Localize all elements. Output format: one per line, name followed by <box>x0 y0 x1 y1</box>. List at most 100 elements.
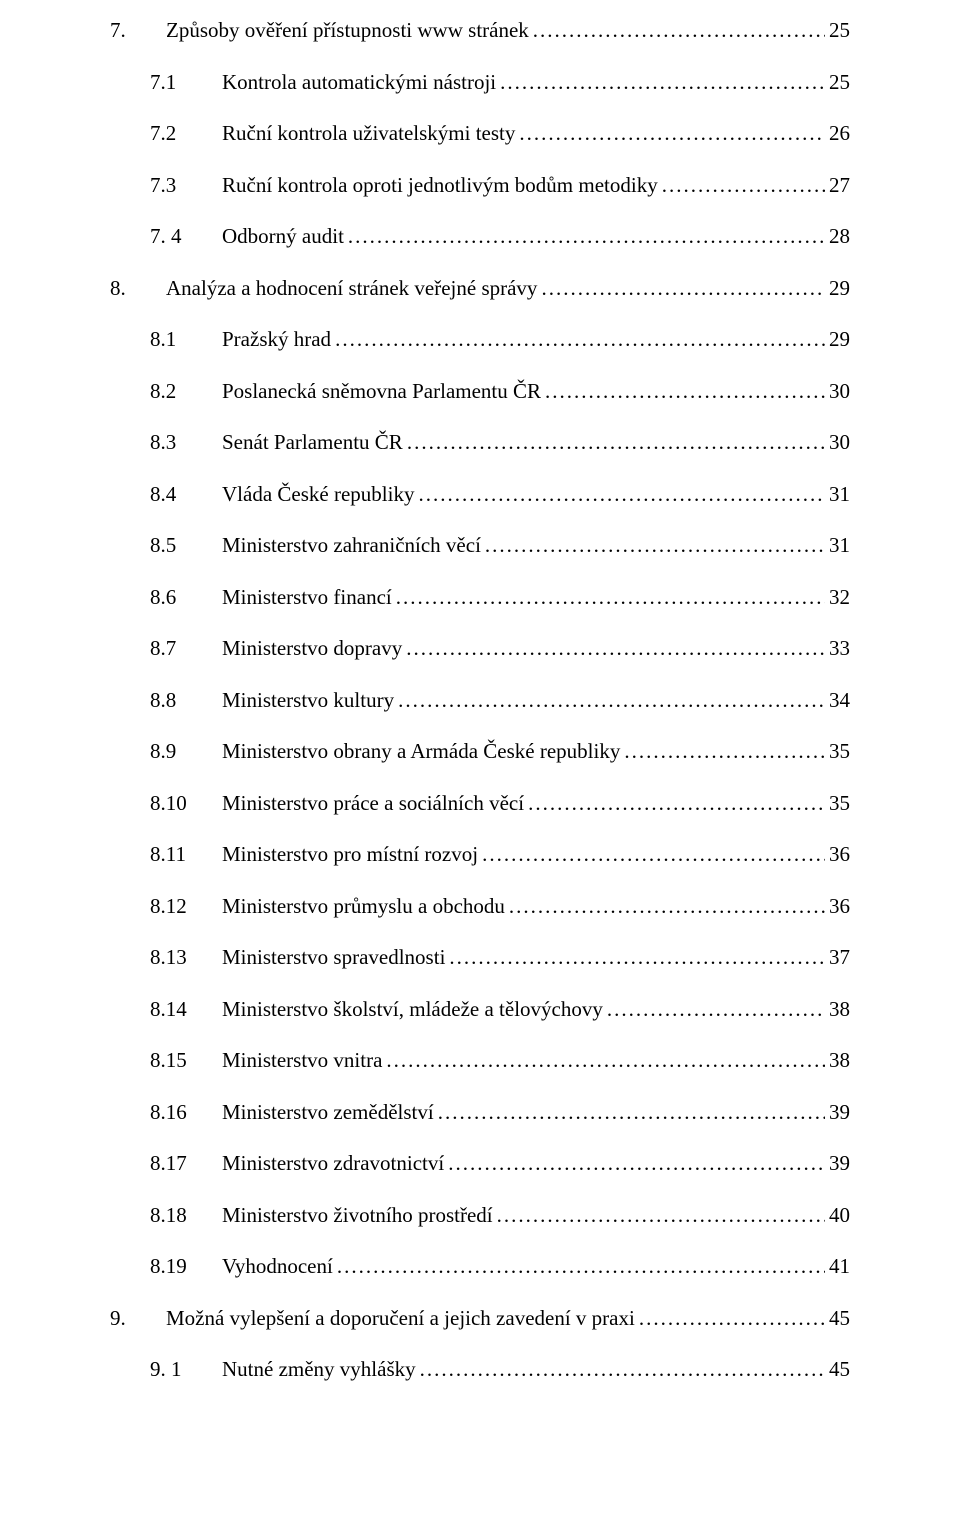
toc-leader-dots <box>402 638 825 659</box>
toc-entry: 8.15Ministerstvo vnitra 38 <box>150 1050 850 1071</box>
toc-entry-number: 7. 4 <box>150 226 222 247</box>
toc-leader-dots <box>478 844 825 865</box>
toc-leader-dots <box>331 329 825 350</box>
toc-entry-title: Ministerstvo práce a sociálních věcí <box>222 793 524 814</box>
toc-entry-title: Kontrola automatickými nástroji <box>222 72 496 93</box>
toc-entry: 8.11Ministerstvo pro místní rozvoj36 <box>150 844 850 865</box>
toc-leader-dots <box>392 587 825 608</box>
toc-entry: 8.8Ministerstvo kultury34 <box>150 690 850 711</box>
toc-entry: 8.14Ministerstvo školství, mládeže a těl… <box>150 999 850 1020</box>
toc-entry: 9. 1Nutné změny vyhlášky 45 <box>150 1359 850 1380</box>
toc-entry-number: 7. <box>110 20 166 41</box>
toc-entry-page: 37 <box>825 947 850 968</box>
toc-leader-dots <box>505 896 825 917</box>
toc-entry-page: 26 <box>825 123 850 144</box>
toc-entry-page: 25 <box>825 20 850 41</box>
toc-leader-dots <box>434 1102 825 1123</box>
toc-entry-title: Odborný audit <box>222 226 344 247</box>
toc-entry-page: 36 <box>825 896 850 917</box>
toc-entry: 8.16Ministerstvo zemědělství39 <box>150 1102 850 1123</box>
toc-entry: 8.2Poslanecká sněmovna Parlamentu ČR30 <box>150 381 850 402</box>
toc-entry-page: 45 <box>825 1308 850 1329</box>
toc-entry-number: 8.5 <box>150 535 222 556</box>
toc-entry: 8.18Ministerstvo životního prostředí40 <box>150 1205 850 1226</box>
toc-leader-dots <box>493 1205 825 1226</box>
toc-entry-title: Analýza a hodnocení stránek veřejné sprá… <box>166 278 537 299</box>
toc-entry-title: Ministerstvo kultury <box>222 690 394 711</box>
toc-entry-title: Ruční kontrola uživatelskými testy <box>222 123 515 144</box>
toc-entry-page: 25 <box>825 72 850 93</box>
toc-entry: 8.19Vyhodnocení41 <box>150 1256 850 1277</box>
toc-entry: 8.10Ministerstvo práce a sociálních věcí… <box>150 793 850 814</box>
toc-leader-dots <box>403 432 825 453</box>
toc-entry-title: Ministerstvo dopravy <box>222 638 402 659</box>
toc-entry-number: 8.9 <box>150 741 222 762</box>
toc-entry-title: Možná vylepšení a doporučení a jejich za… <box>166 1308 635 1329</box>
toc-entry-number: 8.7 <box>150 638 222 659</box>
toc-entry-title: Ministerstvo pro místní rozvoj <box>222 844 478 865</box>
toc-entry-title: Ministerstvo vnitra <box>222 1050 382 1071</box>
toc-entry-number: 9. 1 <box>150 1359 222 1380</box>
toc-entry-number: 8.15 <box>150 1050 222 1071</box>
toc-leader-dots <box>658 175 825 196</box>
toc-entry-number: 8.14 <box>150 999 222 1020</box>
toc-leader-dots <box>444 1153 825 1174</box>
toc-entry: 7.3Ruční kontrola oproti jednotlivým bod… <box>150 175 850 196</box>
toc-entry-title: Nutné změny vyhlášky <box>222 1359 416 1380</box>
toc-entry-page: 39 <box>825 1153 850 1174</box>
toc-entry: 7.2Ruční kontrola uživatelskými testy 26 <box>150 123 850 144</box>
toc-leader-dots <box>416 1359 825 1380</box>
toc-entry-page: 33 <box>825 638 850 659</box>
toc-entry-page: 34 <box>825 690 850 711</box>
toc-entry: 8.17Ministerstvo zdravotnictví 39 <box>150 1153 850 1174</box>
toc-entry-number: 8.17 <box>150 1153 222 1174</box>
toc-entry-title: Vyhodnocení <box>222 1256 333 1277</box>
toc-leader-dots <box>635 1308 825 1329</box>
toc-entry-number: 7.2 <box>150 123 222 144</box>
toc-entry: 8.3Senát Parlamentu ČR30 <box>150 432 850 453</box>
toc-entry-title: Ministerstvo zahraničních věcí <box>222 535 481 556</box>
toc-entry: 8.Analýza a hodnocení stránek veřejné sp… <box>110 278 850 299</box>
toc-entry-title: Poslanecká sněmovna Parlamentu ČR <box>222 381 541 402</box>
toc-entry-title: Senát Parlamentu ČR <box>222 432 403 453</box>
toc-entry-title: Ministerstvo obrany a Armáda České repub… <box>222 741 620 762</box>
toc-entry-number: 8.18 <box>150 1205 222 1226</box>
toc-entry-page: 30 <box>825 432 850 453</box>
toc-leader-dots <box>541 381 825 402</box>
toc-leader-dots <box>382 1050 825 1071</box>
toc-entry: 7.Způsoby ověření přístupnosti www strán… <box>110 20 850 41</box>
toc-leader-dots <box>344 226 825 247</box>
toc-leader-dots <box>333 1256 825 1277</box>
toc-entry-title: Způsoby ověření přístupnosti www stránek <box>166 20 529 41</box>
toc-entry-number: 8.12 <box>150 896 222 917</box>
toc-entry-number: 9. <box>110 1308 166 1329</box>
toc-entry-page: 38 <box>825 1050 850 1071</box>
toc-entry-page: 41 <box>825 1256 850 1277</box>
toc-leader-dots <box>537 278 825 299</box>
toc-leader-dots <box>445 947 825 968</box>
toc-entry-page: 45 <box>825 1359 850 1380</box>
toc-entry-title: Ministerstvo zemědělství <box>222 1102 434 1123</box>
toc-leader-dots <box>515 123 825 144</box>
toc-entry: 8.6Ministerstvo financí32 <box>150 587 850 608</box>
toc-entry-title: Ruční kontrola oproti jednotlivým bodům … <box>222 175 658 196</box>
toc-entry: 8.1Pražský hrad29 <box>150 329 850 350</box>
toc-entry-number: 8.2 <box>150 381 222 402</box>
toc-entry-number: 8.10 <box>150 793 222 814</box>
table-of-contents: 7.Způsoby ověření přístupnosti www strán… <box>110 20 850 1380</box>
toc-entry: 8.9Ministerstvo obrany a Armáda České re… <box>150 741 850 762</box>
toc-entry-page: 35 <box>825 741 850 762</box>
toc-entry: 8.5Ministerstvo zahraničních věcí31 <box>150 535 850 556</box>
toc-entry-title: Ministerstvo zdravotnictví <box>222 1153 444 1174</box>
toc-entry-number: 8.4 <box>150 484 222 505</box>
toc-entry-page: 28 <box>825 226 850 247</box>
toc-entry: 8.7Ministerstvo dopravy 33 <box>150 638 850 659</box>
toc-entry: 9.Možná vylepšení a doporučení a jejich … <box>110 1308 850 1329</box>
toc-entry-number: 8.6 <box>150 587 222 608</box>
toc-leader-dots <box>524 793 825 814</box>
toc-entry-title: Ministerstvo školství, mládeže a tělovýc… <box>222 999 603 1020</box>
toc-entry-title: Vláda České republiky <box>222 484 414 505</box>
toc-entry-number: 8.13 <box>150 947 222 968</box>
toc-entry-page: 27 <box>825 175 850 196</box>
toc-leader-dots <box>603 999 825 1020</box>
